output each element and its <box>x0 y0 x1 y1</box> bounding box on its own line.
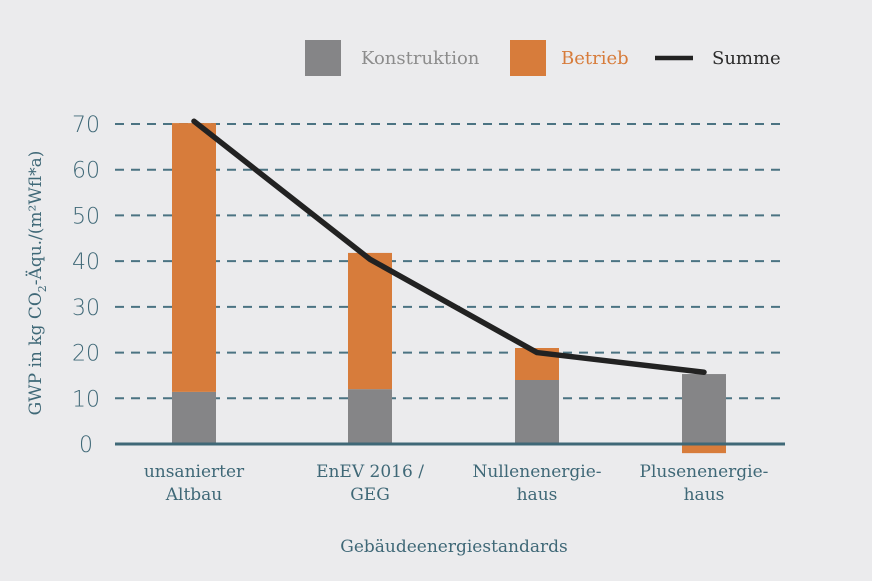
y-tick-label: 70 <box>72 113 100 138</box>
y-axis-title-post: -Äqu./(m²Wfl*a) <box>25 151 46 286</box>
bar-konstruktion <box>348 389 392 444</box>
y-axis-title-pre: GWP in kg CO <box>26 292 46 415</box>
legend-label-betrieb: Betrieb <box>561 48 629 69</box>
legend-label-konstruktion: Konstruktion <box>361 48 480 69</box>
y-axis-title-sub: 2 <box>36 285 49 292</box>
legend-swatch-konstruktion <box>305 40 341 76</box>
y-axis-title: GWP in kg CO2-Äqu./(m²Wfl*a) <box>25 151 49 416</box>
x-category-label: Altbau <box>165 485 223 505</box>
y-tick-label: 50 <box>72 204 100 229</box>
x-category-label: haus <box>684 485 725 505</box>
x-category-label: unsanierter <box>144 462 245 482</box>
legend-label-summe: Summe <box>712 48 781 69</box>
x-category-label: Nullenenergie- <box>472 462 601 482</box>
y-tick-label: 10 <box>72 387 100 412</box>
y-tick-label: 20 <box>72 342 100 367</box>
bar-betrieb <box>348 252 392 390</box>
bar-konstruktion <box>515 380 559 444</box>
bar-betrieb <box>172 123 216 392</box>
y-tick-label: 30 <box>72 296 100 321</box>
bar-konstruktion <box>172 391 216 444</box>
x-axis-title: Gebäudeenergiestandards <box>340 537 568 557</box>
y-tick-label: 60 <box>72 159 100 184</box>
x-category-label: EnEV 2016 / <box>316 462 424 482</box>
y-tick-label: 40 <box>72 250 100 275</box>
bar-betrieb <box>682 444 726 454</box>
x-category-label: haus <box>517 485 558 505</box>
x-category-label: GEG <box>350 485 390 505</box>
summe-line <box>191 118 707 375</box>
x-axis-categories: unsanierter Altbau EnEV 2016 / GEG Nullenene… <box>144 462 769 505</box>
y-tick-label: 0 <box>79 433 93 458</box>
legend: Konstruktion Betrieb Summe <box>305 40 781 76</box>
x-category-label: Plusenenergie- <box>640 462 769 482</box>
bars <box>172 123 726 454</box>
bar-konstruktion <box>682 374 726 444</box>
legend-swatch-betrieb <box>510 40 546 76</box>
y-axis-ticks: 0 10 20 30 40 50 60 70 <box>72 113 100 458</box>
